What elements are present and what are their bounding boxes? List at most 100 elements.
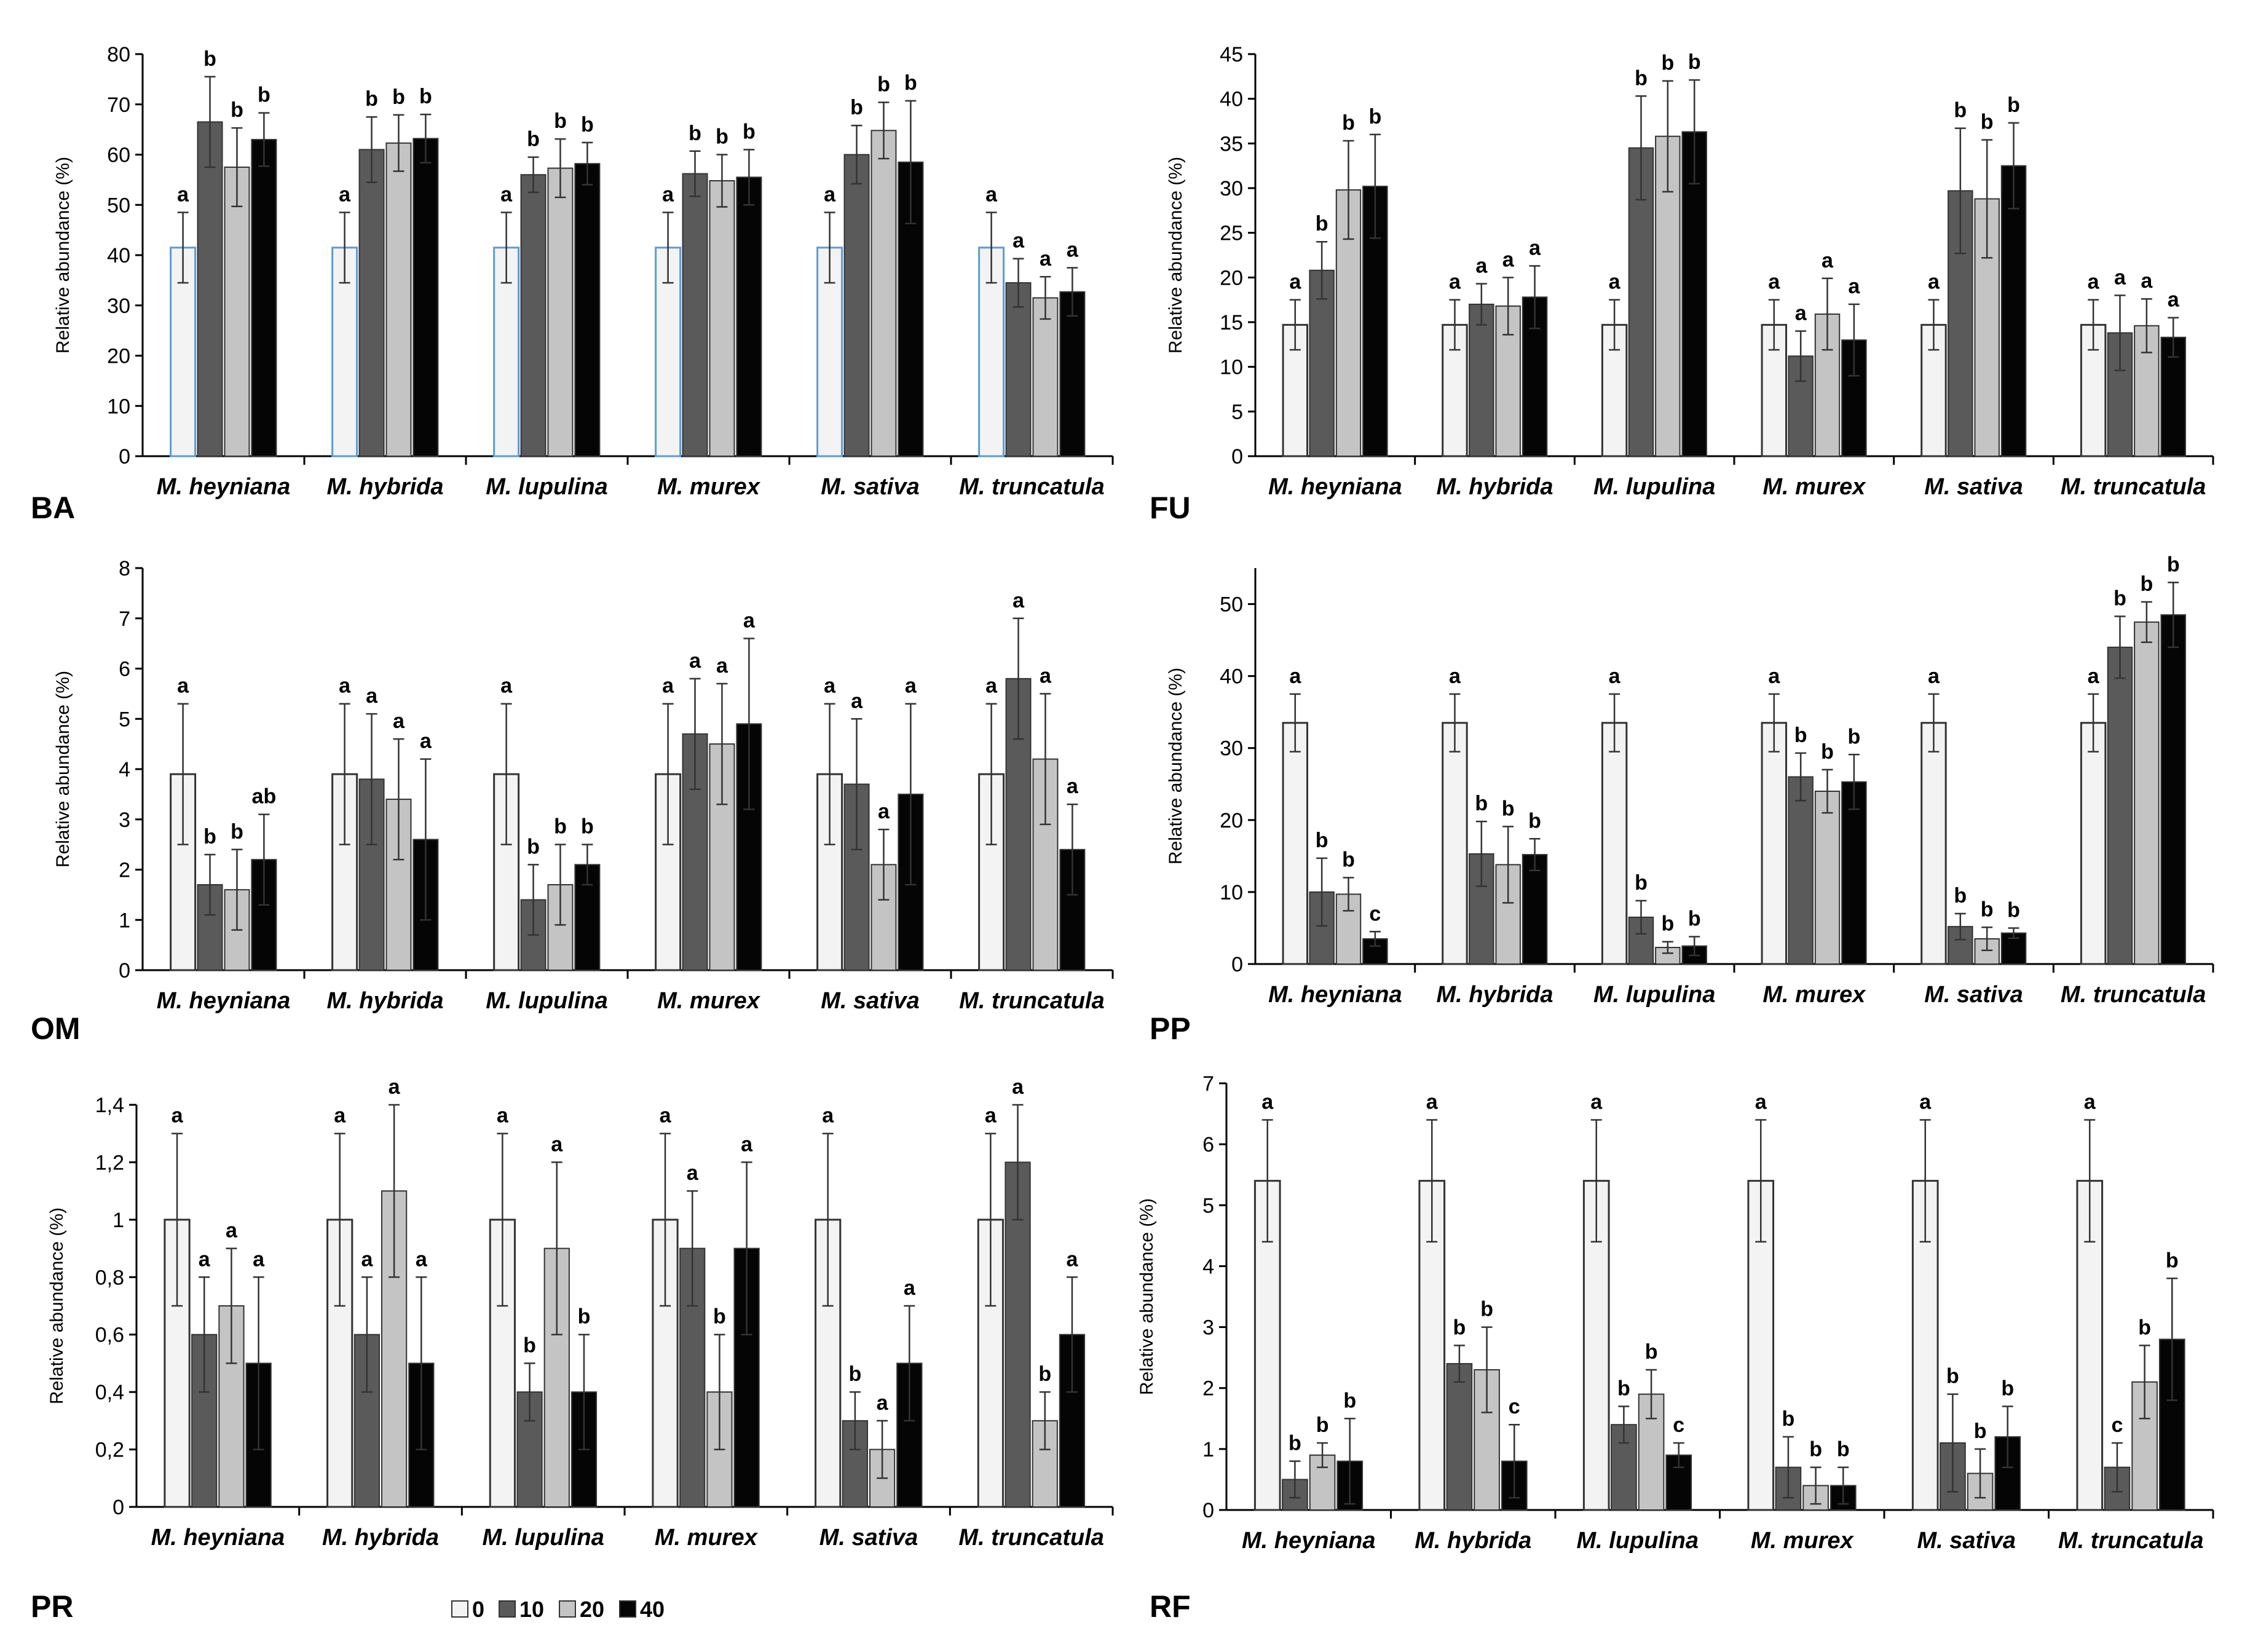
bar [1032,297,1059,457]
y-tick-label: 5 [1202,1194,1214,1217]
y-tick-label: 0 [112,1496,124,1519]
significance-letter: b [1475,792,1488,815]
x-tick-label: M. hybrida [1415,1528,1531,1554]
significance-letter: b [849,1362,862,1386]
panel-fu: 0 5 10 15 20 25 30 35 40 45 Relative abundance (%)… [1166,43,2214,500]
significance-letter: a [339,183,351,207]
x-tick-label: M. heyniana [1268,474,1402,500]
significance-letter: b [1661,52,1674,75]
significance-letter: b [527,128,540,151]
x-tick-label: M. lupulina [486,988,607,1014]
significance-letter: a [366,684,378,708]
significance-letter: a [1067,238,1079,261]
significance-letter: a [662,674,674,698]
bar [251,138,277,457]
bar [1601,722,1628,965]
significance-letter: b [1661,912,1674,936]
y-tick-label: 20 [1220,266,1243,290]
significance-letter: a [1502,248,1515,271]
y-tick-label: 15 [1220,311,1243,334]
panel-label-om: OM [31,1011,81,1046]
significance-letter: ab [252,785,277,808]
significance-letter: b [2114,587,2126,610]
significance-letter: b [578,1305,591,1329]
bar [1446,1363,1473,1511]
bar [1442,722,1468,965]
significance-letter: b [554,815,567,839]
y-tick-label: 1 [119,909,130,932]
significance-letter: b [1316,212,1328,235]
bar [1005,282,1032,457]
significance-letter: a [172,1104,184,1128]
x-tick-label: M. truncatula [2061,474,2206,500]
x-tick-label: M. heyniana [157,988,291,1014]
significance-letter: a [1609,271,1621,294]
significance-letter: b [1617,1377,1630,1400]
significance-letter: b [2007,93,2020,117]
x-tick-label: M. murex [657,474,761,500]
significance-letter: b [1316,829,1328,852]
significance-letter: b [554,109,567,133]
x-tick-label: M. murex [655,1525,759,1551]
significance-letter: a [985,183,998,207]
y-tick-label: 50 [107,194,130,217]
bar [1920,722,1947,965]
significance-letter: b [2138,1316,2151,1339]
y-tick-label: 0 [1202,1499,1214,1522]
x-tick-label: M. murex [1762,474,1866,500]
significance-letter: a [497,1104,509,1128]
significance-letter: a [253,1247,265,1271]
x-tick-label: M. heyniana [151,1525,285,1551]
significance-letter: a [1426,1090,1439,1113]
panel-rf: 0 1 2 3 4 5 6 7 Relative abundance (%) M. heynian… [1137,1072,2214,1554]
bar [870,130,897,457]
y-tick-label: 35 [1220,132,1243,156]
x-tick-label: M. sativa [821,988,920,1014]
significance-letter: b [365,87,378,111]
y-tick-label: 5 [119,708,130,731]
significance-letter: a [1475,255,1488,278]
significance-letter: a [824,674,836,698]
y-tick-label: 5 [1231,400,1243,424]
significance-letter: b [231,98,243,122]
bar [412,138,439,457]
significance-letter: b [581,815,594,839]
significance-letter: a [339,674,351,698]
significance-letter: a [662,183,674,207]
significance-letter: a [1609,665,1621,688]
bar [2160,614,2186,965]
y-tick-label: 40 [107,244,130,267]
significance-letter: b [1453,1316,1466,1339]
significance-letter: a [1040,247,1052,271]
significance-letter: b [1954,99,1967,122]
legend-swatch-10 [499,1600,516,1618]
significance-letter: a [551,1132,563,1156]
y-tick-label: 10 [1220,881,1243,904]
bar [1522,854,1548,965]
panel-label-ba: BA [31,491,75,525]
significance-letter: a [1590,1090,1603,1113]
bar [709,180,735,457]
significance-letter: a [687,1161,699,1185]
y-tick-label: 2 [119,859,130,882]
significance-letter: b [713,1305,726,1329]
y-tick-label: 60 [107,144,130,167]
y-axis-label: Relative abundance (%) [47,1207,67,1404]
significance-letter: a [1067,775,1079,798]
significance-letter: a [660,1104,672,1128]
significance-letter: a [1449,271,1461,294]
significance-letter: b [850,96,863,119]
y-tick-label: 25 [1220,222,1243,245]
y-axis-label: Relative abundance (%) [1137,1198,1157,1395]
y-tick-label: 0 [1231,445,1243,468]
significance-letter: a [361,1247,373,1271]
significance-letter: a [1928,665,1940,688]
significance-letter: a [2114,266,2126,289]
bar [1788,776,1814,965]
significance-letter: b [1342,848,1355,871]
significance-letter: a [824,183,836,207]
bar [1761,722,1788,965]
x-tick-label: M. sativa [1917,1528,2016,1554]
significance-letter: b [877,73,890,96]
